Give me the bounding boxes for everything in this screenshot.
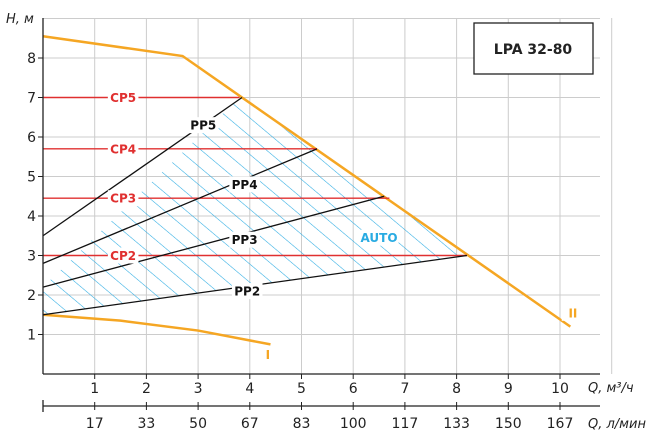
curve-label-bg-i <box>260 346 275 363</box>
auto-region <box>43 97 467 315</box>
curve-label-bg-pp5 <box>187 117 219 134</box>
y-tick-label: 7 <box>27 91 36 107</box>
y-axis-title: H, м <box>6 12 34 27</box>
curve-label-auto: AUTO <box>361 231 398 245</box>
x2-tick-label: 33 <box>137 416 155 432</box>
model-box: LPA 32-80 <box>473 22 594 75</box>
curve-label-cp3: CP3 <box>110 192 136 206</box>
x-tick-label: 2 <box>142 381 151 397</box>
curve-label-bg-auto <box>359 229 399 246</box>
series-line-pp3 <box>42 195 385 288</box>
y-tick-label: 4 <box>27 209 36 225</box>
curve-label-bg-cp2 <box>107 247 139 264</box>
y-tick-label: 1 <box>27 328 36 344</box>
x-tick-label: 9 <box>504 381 513 397</box>
curve-label-cp2: CP2 <box>110 249 136 263</box>
x2-tick-label: 83 <box>293 416 311 432</box>
y-tick-label: 2 <box>27 288 36 304</box>
curve-label-bg-cp5 <box>107 89 139 106</box>
x-tick-label: 7 <box>400 381 409 397</box>
x2-tick-label: 167 <box>547 416 574 432</box>
curve-label-bg-cp4 <box>107 140 139 157</box>
curve-label-pp5: PP5 <box>190 119 216 133</box>
curve-label-ii: II <box>568 306 577 320</box>
x2-tick-label: 50 <box>189 416 207 432</box>
x2-tick-label: 133 <box>443 416 470 432</box>
curve-label-bg-pp4 <box>229 176 260 193</box>
curve-label-bg-cp3 <box>107 190 139 207</box>
x-tick-label: 6 <box>349 381 358 397</box>
curve-label-pp4: PP4 <box>232 178 258 192</box>
x2-tick-label: 117 <box>392 416 419 432</box>
curve-label-cp4: CP4 <box>110 142 136 156</box>
series-line-ii <box>42 35 572 328</box>
y-tick-label: 5 <box>27 170 36 186</box>
x-tick-label: 4 <box>245 381 254 397</box>
x2-tick-label: 67 <box>241 416 259 432</box>
model-title: LPA 32-80 <box>494 42 573 58</box>
y-tick-label: 8 <box>27 51 36 67</box>
series-line-i <box>42 313 271 346</box>
curve-label-bg-pp2 <box>231 283 263 300</box>
x-tick-label: 8 <box>452 381 461 397</box>
x2-tick-label: 100 <box>340 416 367 432</box>
x2-tick-label: 17 <box>86 416 104 432</box>
curve-label-pp2: PP2 <box>234 285 260 299</box>
y-tick-label: 3 <box>27 249 36 265</box>
y-tick-label: 6 <box>27 130 36 146</box>
curve-label-bg-ii <box>561 304 585 321</box>
series-line-pp4 <box>42 148 318 264</box>
x-tick-label: 10 <box>551 381 569 397</box>
curve-label-bg-pp3 <box>229 231 260 248</box>
x-tick-label: 1 <box>90 381 99 397</box>
x2-tick-label: 150 <box>495 416 522 432</box>
x-axis-title: Q, м³/ч <box>588 381 634 396</box>
curve-label-cp5: CP5 <box>110 91 136 105</box>
auto-region-layer <box>43 97 467 315</box>
x-tick-label: 3 <box>194 381 203 397</box>
x2-axis-title: Q, л/мин <box>588 417 646 432</box>
curve-label-i: I <box>266 348 270 362</box>
curve-label-pp3: PP3 <box>232 233 258 247</box>
x-tick-label: 5 <box>297 381 306 397</box>
